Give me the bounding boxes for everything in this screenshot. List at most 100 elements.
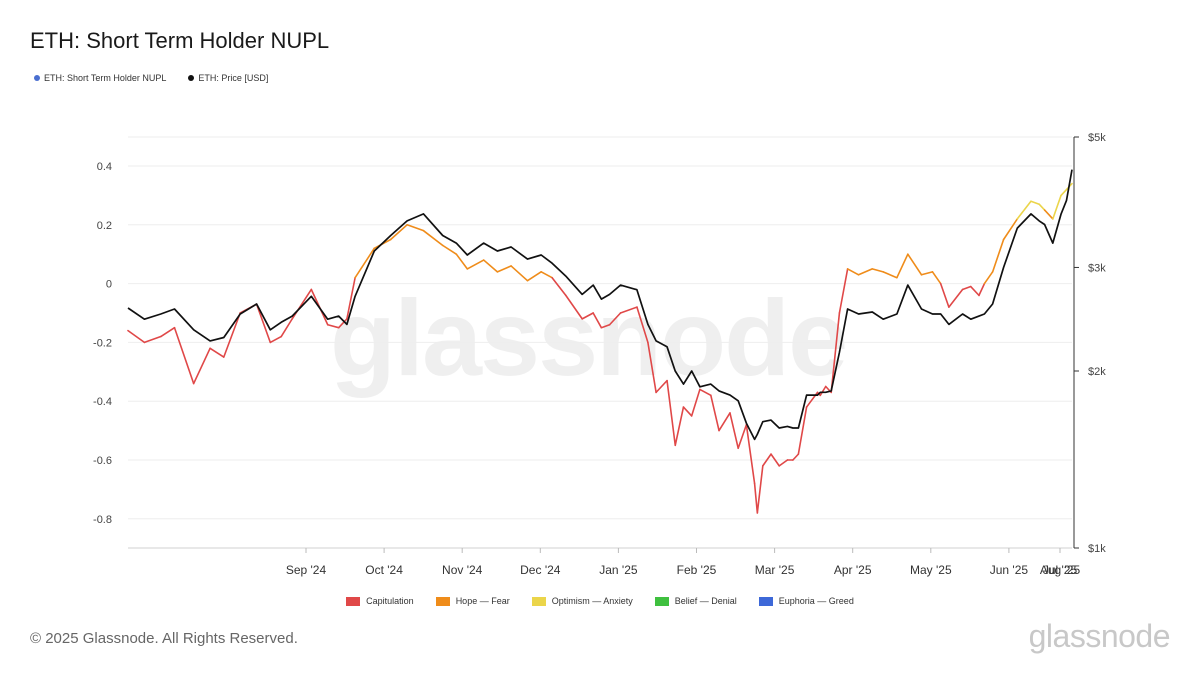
x-tick-label: Dec '24 — [520, 563, 561, 577]
nupl-line-segment — [819, 385, 827, 397]
nupl-line-segment — [666, 379, 677, 447]
nupl-line-segment — [699, 388, 712, 397]
nupl-line-segment — [592, 312, 603, 329]
y-tick-label-left: -0.8 — [93, 514, 112, 526]
zone-swatch — [654, 596, 669, 606]
zone-swatch — [435, 596, 450, 606]
zone-label: Capitulation — [366, 596, 414, 606]
y-tick-label-right: $1k — [1088, 543, 1106, 555]
zone-label: Optimism — Anxiety — [551, 596, 633, 606]
nupl-line-segment — [961, 285, 972, 291]
nupl-line-segment — [337, 318, 348, 329]
nupl-line-segment — [745, 423, 756, 485]
y-tick-label-left: 0.2 — [97, 220, 112, 232]
nupl-line-segment — [1052, 194, 1062, 220]
nupl-line-segment — [931, 271, 942, 285]
nupl-line-segment — [636, 306, 649, 344]
x-tick-label: Aug '25 — [1040, 563, 1081, 577]
nupl-line-segment — [346, 276, 356, 320]
nupl-line-segment — [830, 312, 841, 394]
x-tick-label: Apr '25 — [834, 563, 872, 577]
nupl-line-segment — [969, 285, 980, 297]
nupl-line-segment — [482, 259, 499, 273]
nupl-line-segment — [608, 312, 622, 326]
nupl-line-segment — [797, 406, 808, 455]
zone-item-euphoria-greed[interactable]: Euphoria — Greed — [758, 596, 854, 606]
nupl-line-segment — [792, 453, 800, 461]
x-tick-label: Jan '25 — [599, 563, 638, 577]
x-tick-label: Jun '25 — [990, 563, 1029, 577]
nupl-line-segment — [690, 388, 701, 417]
nupl-line-segment — [948, 288, 964, 308]
zone-item-optimism-anxiety[interactable]: Optimism — Anxiety — [531, 596, 633, 606]
nupl-line-segment — [729, 412, 739, 450]
nupl-line-segment — [127, 329, 146, 344]
nupl-line-segment — [496, 265, 512, 273]
legend-swatch-nupl — [34, 75, 40, 81]
nupl-line-segment — [737, 423, 748, 450]
nupl-line-segment — [389, 224, 408, 241]
nupl-line-segment — [682, 406, 693, 417]
zone-item-hope-fear[interactable]: Hope — Fear — [435, 596, 510, 606]
nupl-line-segment — [770, 453, 781, 467]
zone-item-belief-denial[interactable]: Belief — Denial — [654, 596, 737, 606]
copyright-footer: © 2025 Glassnode. All Rights Reserved. — [30, 630, 298, 647]
nupl-line-segment — [647, 341, 657, 394]
y-tick-label-left: -0.6 — [93, 455, 112, 467]
nupl-line-segment — [441, 244, 458, 255]
nupl-line-segment — [209, 347, 225, 358]
zone-swatch — [531, 596, 546, 606]
x-tick-label: May '25 — [910, 563, 952, 577]
legend-label-price: ETH: Price [USD] — [198, 73, 269, 83]
chart-title: ETH: Short Term Holder NUPL — [30, 28, 330, 53]
nupl-line-segment — [160, 326, 176, 338]
nupl-line-segment — [564, 294, 584, 320]
legend-item-price[interactable]: ETH: Price [USD] — [188, 73, 268, 83]
nupl-line-segment — [540, 271, 553, 279]
nupl-line-segment — [619, 306, 638, 314]
price-line — [127, 169, 1073, 441]
x-tick-label: Sep '24 — [286, 563, 327, 577]
nupl-line-segment — [756, 465, 764, 514]
nupl-line-segment — [753, 482, 759, 514]
nupl-line-segment — [406, 224, 425, 232]
nupl-line-segment — [778, 459, 789, 467]
nupl-line-segment — [455, 253, 469, 270]
nupl-line-segment — [710, 394, 720, 432]
zone-label: Euphoria — Greed — [778, 596, 854, 606]
nupl-line-segment — [222, 312, 241, 358]
nupl-line-segment — [882, 271, 898, 279]
nupl-line-segment — [173, 326, 195, 385]
nupl-line-segment — [551, 276, 567, 297]
series-legend: ETH: Short Term Holder NUPL ETH: Price [… — [34, 73, 268, 83]
nupl-line-segment — [269, 335, 283, 344]
nupl-line-segment — [354, 247, 376, 279]
nupl-line-segment — [1038, 203, 1046, 211]
nupl-line-segment — [762, 453, 772, 467]
nupl-line-segment — [466, 259, 485, 270]
nupl-line-segment — [718, 412, 731, 432]
zone-swatch — [346, 596, 361, 606]
x-tick-label: Oct '24 — [365, 563, 403, 577]
y-tick-label-left: -0.4 — [93, 396, 112, 408]
legend-swatch-price — [188, 75, 195, 81]
nupl-line-segment — [1002, 218, 1019, 241]
nupl-line-segment — [600, 323, 611, 329]
nupl-line-segment — [280, 318, 293, 338]
legend-item-nupl[interactable]: ETH: Short Term Holder NUPL — [34, 73, 166, 83]
zone-legend: Capitulation Hope — Fear Optimism — Anxi… — [0, 596, 1200, 606]
watermark-logo: glassnode — [330, 277, 848, 398]
zone-label: Belief — Denial — [674, 596, 737, 606]
legend-label-nupl: ETH: Short Term Holder NUPL — [44, 73, 167, 83]
nupl-line-segment — [1030, 200, 1040, 206]
nupl-line-segment — [991, 238, 1005, 273]
nupl-line-segment — [978, 282, 986, 297]
nupl-line-segment — [326, 323, 340, 329]
nupl-line-segment — [846, 268, 860, 276]
x-tick-label: Nov '24 — [442, 563, 483, 577]
zone-item-capitulation[interactable]: Capitulation — [346, 596, 414, 606]
nupl-line-segment — [838, 268, 849, 314]
nupl-line-segment — [871, 268, 885, 273]
nupl-line-segment — [581, 312, 594, 320]
